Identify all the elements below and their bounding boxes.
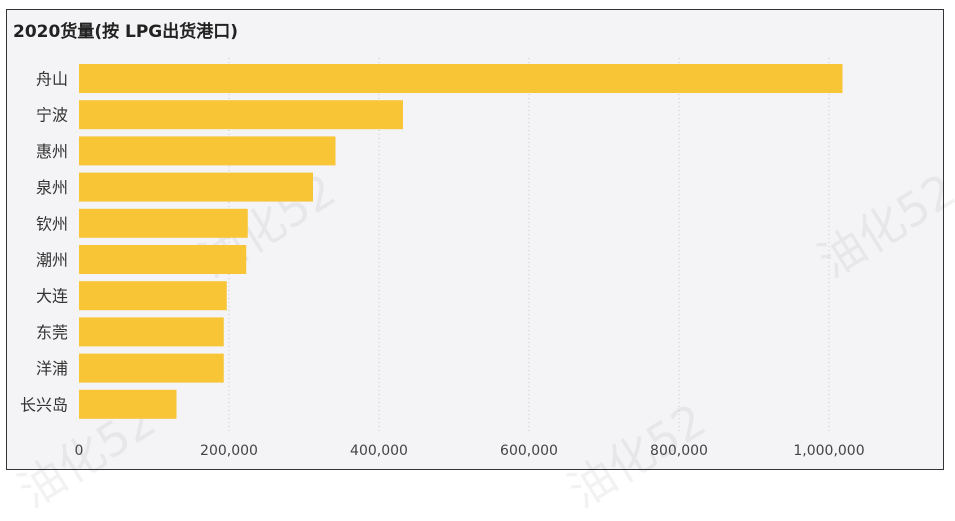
bar: [79, 208, 248, 238]
category-label: 泉州: [36, 178, 68, 197]
category-label: 洋浦: [36, 359, 68, 378]
bar: [79, 245, 247, 274]
category-label: 惠州: [36, 142, 68, 161]
x-tick-label: 1,000,000: [793, 443, 864, 459]
category-label: 大连: [36, 287, 68, 306]
category-label: 潮州: [36, 251, 68, 270]
x-tick-label: 200,000: [200, 443, 258, 459]
x-tick-label: 400,000: [350, 443, 408, 459]
category-label: 钦州: [36, 214, 68, 233]
category-label: 舟山: [36, 70, 68, 89]
category-label: 长兴岛: [20, 395, 68, 414]
x-tick-label: 800,000: [650, 443, 708, 459]
bar: [79, 353, 224, 383]
bar: [79, 100, 403, 130]
category-label: 东莞: [36, 323, 68, 342]
chart-title: 2020货量(按 LPG出货港口): [13, 22, 239, 42]
bar: [79, 389, 177, 419]
bar: [79, 64, 843, 93]
bar: [79, 136, 336, 166]
x-tick-label: 0: [75, 443, 84, 459]
bar: [79, 281, 227, 311]
category-label: 宁波: [36, 106, 68, 125]
x-tick-label: 600,000: [500, 443, 558, 459]
bar: [79, 317, 224, 347]
bar: [79, 172, 313, 202]
